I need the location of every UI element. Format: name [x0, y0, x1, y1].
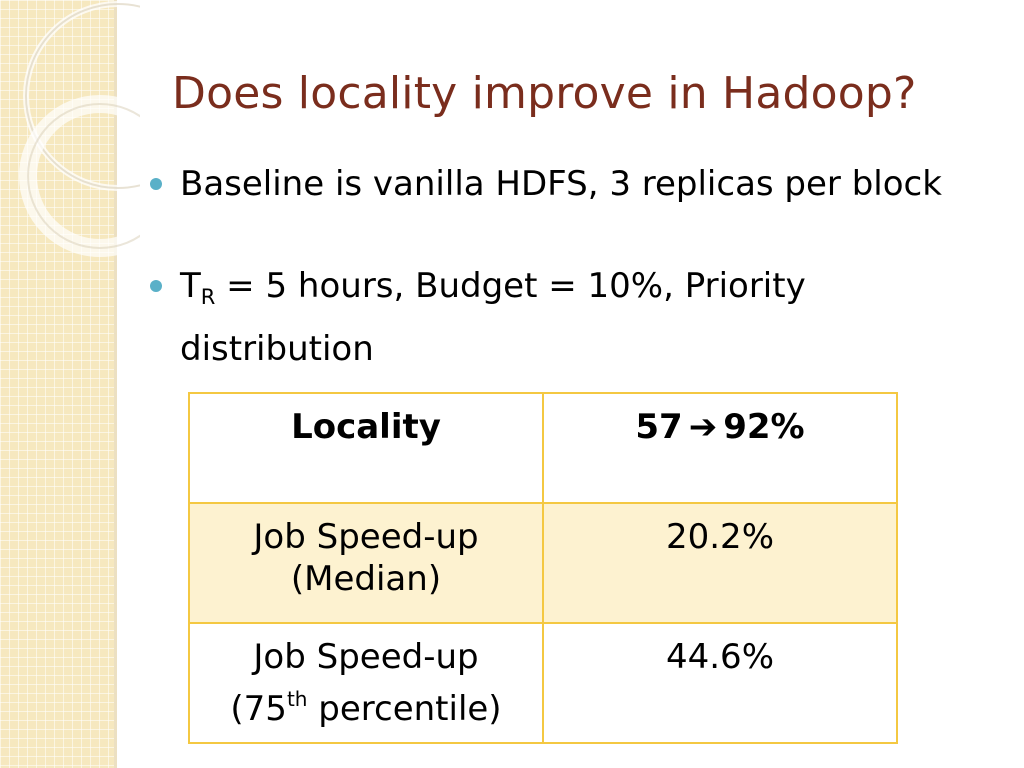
tr-symbol: T	[180, 266, 201, 306]
bullet-item: Baseline is vanilla HDFS, 3 replicas per…	[150, 158, 1010, 210]
locality-label: Locality	[291, 407, 441, 447]
p75-value: 44.6%	[665, 637, 774, 677]
table-row: Job Speed-up (75th percentile) 44.6%	[188, 622, 898, 744]
results-table: Locality 57 ➔ 92% Job Speed-up (Median) 20.…	[188, 392, 898, 744]
table-row: Locality 57 ➔ 92%	[188, 392, 898, 504]
locality-label-cell: Locality	[188, 392, 544, 504]
p75-label-line1: Job Speed-up	[253, 637, 479, 677]
bullet-dot-icon	[150, 280, 162, 292]
side-band-edge	[114, 0, 117, 768]
median-label-cell: Job Speed-up (Median)	[188, 502, 544, 624]
decorative-rings	[19, 1, 140, 257]
bullet-item: TR = 5 hours, Budget = 10%, Priority dis…	[150, 260, 1010, 375]
right-arrow-icon: ➔	[688, 407, 718, 447]
p75-label-pre: (75	[230, 689, 287, 729]
median-value: 20.2%	[665, 517, 774, 557]
bullet-dot-icon	[150, 178, 162, 190]
locality-value-cell: 57 ➔ 92%	[542, 392, 898, 504]
median-value-cell: 20.2%	[542, 502, 898, 624]
p75-label-post: percentile)	[307, 689, 502, 729]
p75-value-cell: 44.6%	[542, 622, 898, 744]
bullet-text: Baseline is vanilla HDFS, 3 replicas per…	[180, 164, 942, 204]
slide-title: Does locality improve in Hadoop?	[172, 68, 917, 119]
median-label-line1: Job Speed-up	[253, 517, 479, 557]
tr-subscript: R	[200, 285, 216, 309]
locality-from: 57	[635, 407, 683, 447]
bullet-text: = 5 hours, Budget = 10%, Priority distri…	[180, 266, 806, 369]
median-label-line2: (Median)	[290, 559, 442, 599]
table-row: Job Speed-up (Median) 20.2%	[188, 502, 898, 624]
bullet-list: Baseline is vanilla HDFS, 3 replicas per…	[150, 158, 1010, 375]
locality-to: 92%	[723, 407, 805, 447]
p75-label-superscript: th	[286, 687, 308, 711]
p75-label-cell: Job Speed-up (75th percentile)	[188, 622, 544, 744]
